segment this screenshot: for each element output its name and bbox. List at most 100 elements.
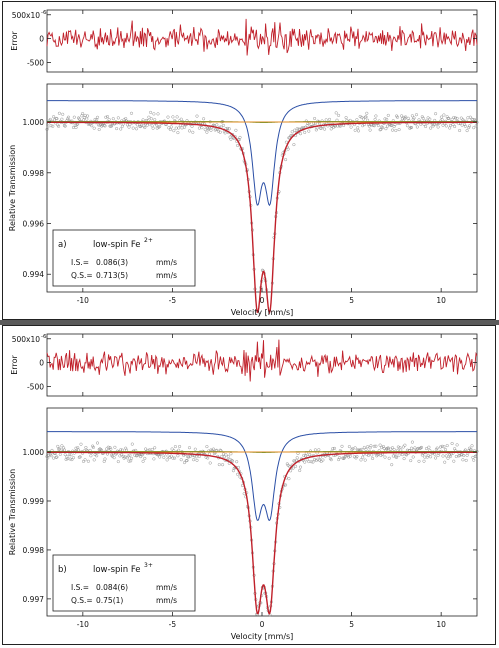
data-point bbox=[236, 144, 239, 147]
residual-y-tick-label: 500x10 bbox=[12, 11, 41, 20]
data-point bbox=[153, 118, 156, 121]
data-point bbox=[222, 124, 225, 127]
data-point bbox=[144, 448, 147, 451]
data-point bbox=[64, 453, 67, 456]
data-point bbox=[70, 454, 73, 457]
data-point bbox=[407, 117, 410, 120]
data-point bbox=[131, 443, 134, 446]
data-point bbox=[472, 459, 475, 462]
data-point bbox=[299, 466, 302, 469]
data-point bbox=[110, 448, 113, 451]
data-point bbox=[318, 449, 321, 452]
residual-exponent-label: -6 bbox=[41, 334, 47, 340]
panel-a: 500x10-60-500Error0.9940.9960.9981.000Re… bbox=[2, 1, 496, 320]
data-point bbox=[423, 123, 426, 126]
data-point bbox=[170, 126, 173, 129]
data-point bbox=[337, 114, 340, 117]
data-point bbox=[328, 118, 331, 121]
data-point bbox=[221, 455, 224, 458]
data-point bbox=[73, 116, 76, 119]
data-point bbox=[173, 129, 176, 132]
data-point bbox=[415, 113, 418, 116]
x-tick-label: -5 bbox=[169, 296, 177, 305]
data-point bbox=[398, 128, 401, 131]
component-blue-line bbox=[47, 432, 477, 521]
qs-label: Q.S.= bbox=[71, 271, 93, 280]
x-tick-label: 0 bbox=[260, 296, 265, 305]
data-point bbox=[230, 453, 233, 456]
data-point bbox=[57, 445, 60, 448]
data-point bbox=[365, 448, 368, 451]
data-point bbox=[168, 127, 171, 130]
panel-b: 500x10-60-500Error0.9970.9980.9991.000Re… bbox=[2, 325, 496, 645]
data-point bbox=[52, 115, 55, 118]
data-point bbox=[204, 128, 207, 131]
legend-tag: a) bbox=[58, 240, 67, 250]
data-point bbox=[434, 457, 437, 460]
data-point bbox=[198, 127, 201, 130]
data-point bbox=[429, 456, 432, 459]
main-y-tick-label: 0.996 bbox=[23, 220, 45, 229]
data-point bbox=[418, 460, 421, 463]
data-point bbox=[82, 119, 85, 122]
data-point bbox=[153, 447, 156, 450]
data-point bbox=[303, 454, 306, 457]
data-point bbox=[119, 128, 122, 131]
data-point bbox=[473, 118, 476, 121]
data-point bbox=[461, 124, 464, 127]
data-point bbox=[442, 455, 445, 458]
data-point bbox=[148, 449, 151, 452]
data-point bbox=[136, 124, 139, 127]
data-point bbox=[424, 456, 427, 459]
data-point bbox=[381, 126, 384, 129]
data-point bbox=[59, 453, 62, 456]
data-point bbox=[385, 118, 388, 121]
data-point bbox=[339, 125, 342, 128]
data-point bbox=[416, 126, 419, 129]
data-point bbox=[337, 125, 340, 128]
data-point bbox=[395, 456, 398, 459]
x-tick-label: -5 bbox=[169, 620, 177, 629]
data-point bbox=[235, 460, 238, 463]
data-point bbox=[293, 143, 296, 146]
data-point bbox=[425, 447, 428, 450]
data-point bbox=[75, 126, 78, 129]
data-point bbox=[107, 446, 110, 449]
data-point bbox=[149, 111, 152, 114]
data-point bbox=[304, 455, 307, 458]
data-point bbox=[201, 126, 204, 129]
data-point bbox=[456, 444, 459, 447]
data-point bbox=[52, 457, 55, 460]
data-point bbox=[386, 125, 389, 128]
data-point bbox=[85, 446, 88, 449]
residual-y-tick-label: 0 bbox=[39, 359, 44, 368]
data-point bbox=[191, 125, 194, 128]
data-point bbox=[380, 126, 383, 129]
data-point bbox=[174, 445, 177, 448]
data-point bbox=[129, 460, 132, 463]
data-point bbox=[446, 444, 449, 447]
main-y-tick-label: 0.998 bbox=[23, 169, 45, 178]
data-point bbox=[439, 446, 442, 449]
data-point bbox=[209, 462, 212, 465]
data-point bbox=[341, 445, 344, 448]
data-point bbox=[206, 131, 209, 134]
data-point bbox=[375, 445, 378, 448]
data-point bbox=[293, 129, 296, 132]
data-point bbox=[285, 141, 288, 144]
data-point bbox=[403, 457, 406, 460]
data-point bbox=[75, 447, 78, 450]
data-point bbox=[308, 130, 311, 133]
data-point bbox=[135, 128, 138, 131]
data-point bbox=[168, 456, 171, 459]
data-point bbox=[298, 469, 301, 472]
data-point bbox=[114, 446, 117, 449]
data-point bbox=[152, 127, 155, 130]
data-point bbox=[437, 454, 440, 457]
x-tick-label: -10 bbox=[77, 620, 89, 629]
data-point bbox=[453, 125, 456, 128]
data-point bbox=[148, 116, 151, 119]
legend-label: low-spin Fe bbox=[93, 565, 141, 575]
data-point bbox=[442, 124, 445, 127]
data-point bbox=[405, 454, 408, 457]
